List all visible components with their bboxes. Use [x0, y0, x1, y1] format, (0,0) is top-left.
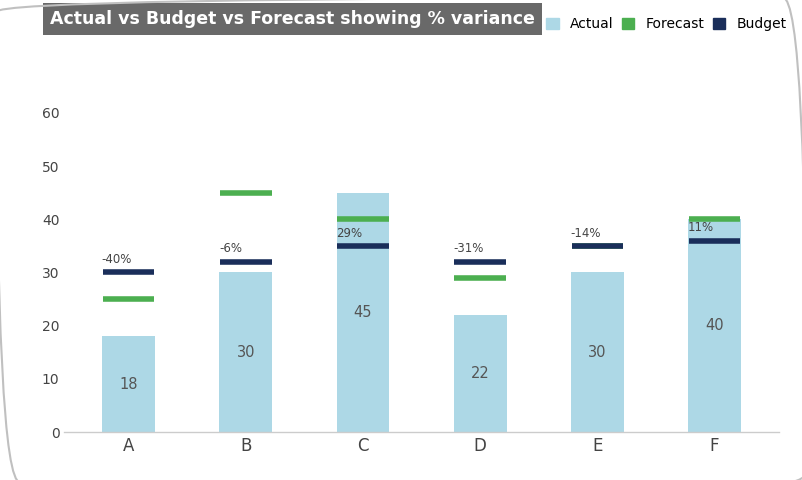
Bar: [687, 219, 740, 432]
Legend: Actual, Forecast, Budget: Actual, Forecast, Budget: [545, 17, 785, 31]
Bar: [219, 273, 272, 432]
Text: Actual vs Budget vs Forecast showing % variance: Actual vs Budget vs Forecast showing % v…: [50, 11, 534, 28]
Text: -40%: -40%: [102, 253, 132, 266]
Bar: [453, 315, 506, 432]
Text: 18: 18: [119, 377, 138, 392]
Text: 30: 30: [237, 345, 255, 360]
Text: 40: 40: [704, 318, 723, 333]
Text: -31%: -31%: [452, 242, 483, 255]
Bar: [336, 193, 389, 432]
Text: 45: 45: [354, 305, 372, 320]
Text: -14%: -14%: [569, 227, 600, 240]
Bar: [570, 273, 623, 432]
Text: 22: 22: [470, 366, 489, 381]
Text: 29%: 29%: [335, 227, 362, 240]
Text: 30: 30: [587, 345, 606, 360]
Text: -6%: -6%: [219, 242, 241, 255]
Text: 11%: 11%: [687, 221, 713, 234]
Bar: [102, 336, 155, 432]
